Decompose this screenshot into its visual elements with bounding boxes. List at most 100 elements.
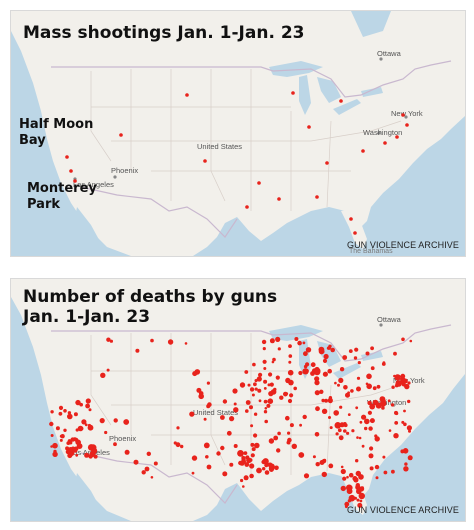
death-dot (192, 371, 198, 377)
death-dot (330, 347, 336, 353)
death-dot (299, 423, 302, 427)
death-dot (406, 425, 412, 431)
death-dot (359, 486, 365, 492)
death-dot (347, 391, 350, 395)
death-dot (369, 418, 375, 424)
death-dot (287, 369, 294, 376)
death-dot (74, 437, 79, 442)
death-dot (153, 461, 158, 466)
mass-shooting-dots (65, 91, 409, 235)
gun-death-dots (49, 336, 413, 509)
death-dot (276, 448, 281, 453)
death-dot (297, 340, 302, 346)
death-dot (257, 388, 262, 393)
death-dot (277, 347, 281, 351)
canada-us-border (51, 324, 452, 362)
los-angeles-label: Los Angeles (69, 448, 110, 457)
death-dot (251, 393, 255, 397)
death-dot (67, 411, 72, 415)
death-dot (258, 372, 263, 377)
death-dot (76, 443, 83, 449)
death-dot (334, 422, 342, 429)
death-dot (87, 424, 94, 431)
gun-deaths-basemap: Ottawa New York Washington United States… (11, 279, 465, 521)
death-dot (263, 387, 267, 390)
death-dot (288, 360, 292, 364)
death-dot (355, 459, 359, 463)
death-dot (342, 476, 347, 481)
incident-dot (353, 231, 357, 235)
death-dot (401, 337, 405, 342)
baja-land (75, 207, 107, 256)
hudson-bay-inlet (351, 11, 391, 37)
death-dot (253, 433, 258, 438)
incident-dot (65, 155, 69, 159)
death-dot (216, 451, 221, 456)
death-dot (52, 442, 58, 449)
death-dot (338, 377, 344, 383)
death-dot (303, 473, 310, 479)
death-dot (246, 457, 252, 464)
death-dot (253, 412, 258, 416)
death-dot (220, 415, 225, 420)
death-dot (239, 461, 245, 466)
death-dot (285, 415, 290, 421)
death-dot (356, 386, 361, 392)
death-dot (340, 468, 346, 475)
death-dot (321, 398, 325, 403)
death-dot (337, 428, 342, 433)
death-dot (275, 375, 280, 380)
death-dot (404, 383, 410, 390)
death-dot (73, 412, 78, 417)
death-dot (346, 431, 350, 435)
state-lines (90, 69, 402, 211)
los-angeles-label: Los Angeles (73, 180, 114, 189)
death-dot (356, 436, 359, 439)
incident-dot (349, 217, 353, 221)
mass-shootings-title: Mass shootings Jan. 1-Jan. 23 (23, 23, 305, 43)
death-dot (313, 368, 321, 376)
death-dot (81, 419, 87, 425)
incident-dot (119, 133, 123, 137)
death-dot (350, 389, 354, 393)
lake-michigan (299, 75, 311, 115)
death-dot (287, 431, 291, 435)
death-dot (264, 470, 270, 475)
death-dot (273, 435, 279, 441)
death-dot (55, 426, 60, 431)
ottawa-marker (379, 323, 383, 327)
death-dot (73, 448, 78, 453)
death-dot (150, 338, 154, 343)
death-dot (367, 400, 372, 406)
death-dot (180, 444, 184, 449)
death-dot (124, 449, 130, 455)
death-dot (275, 336, 281, 342)
us-mexico-border (80, 186, 238, 238)
death-dot (271, 360, 275, 364)
death-dot (393, 351, 397, 356)
death-dot (347, 413, 351, 416)
incident-dot (203, 159, 207, 163)
death-dot (329, 426, 333, 430)
incident-dot (291, 91, 295, 95)
death-dot (244, 462, 250, 467)
death-dot (335, 432, 339, 436)
death-dot (243, 451, 248, 455)
death-dot (303, 364, 308, 369)
phoenix-label: Phoenix (109, 434, 136, 443)
death-dot (302, 341, 306, 345)
death-dot (328, 416, 331, 419)
death-dot (348, 349, 353, 353)
incident-dot (361, 149, 365, 153)
death-dot (314, 376, 320, 382)
death-dot (354, 347, 359, 352)
death-dot (404, 462, 408, 466)
death-dot (240, 478, 244, 483)
death-dot (291, 443, 297, 449)
death-dot (279, 395, 284, 400)
death-dot (93, 454, 98, 459)
death-dot (144, 466, 150, 472)
death-dot (263, 399, 268, 404)
death-dot (63, 409, 67, 413)
death-dot (269, 338, 275, 344)
